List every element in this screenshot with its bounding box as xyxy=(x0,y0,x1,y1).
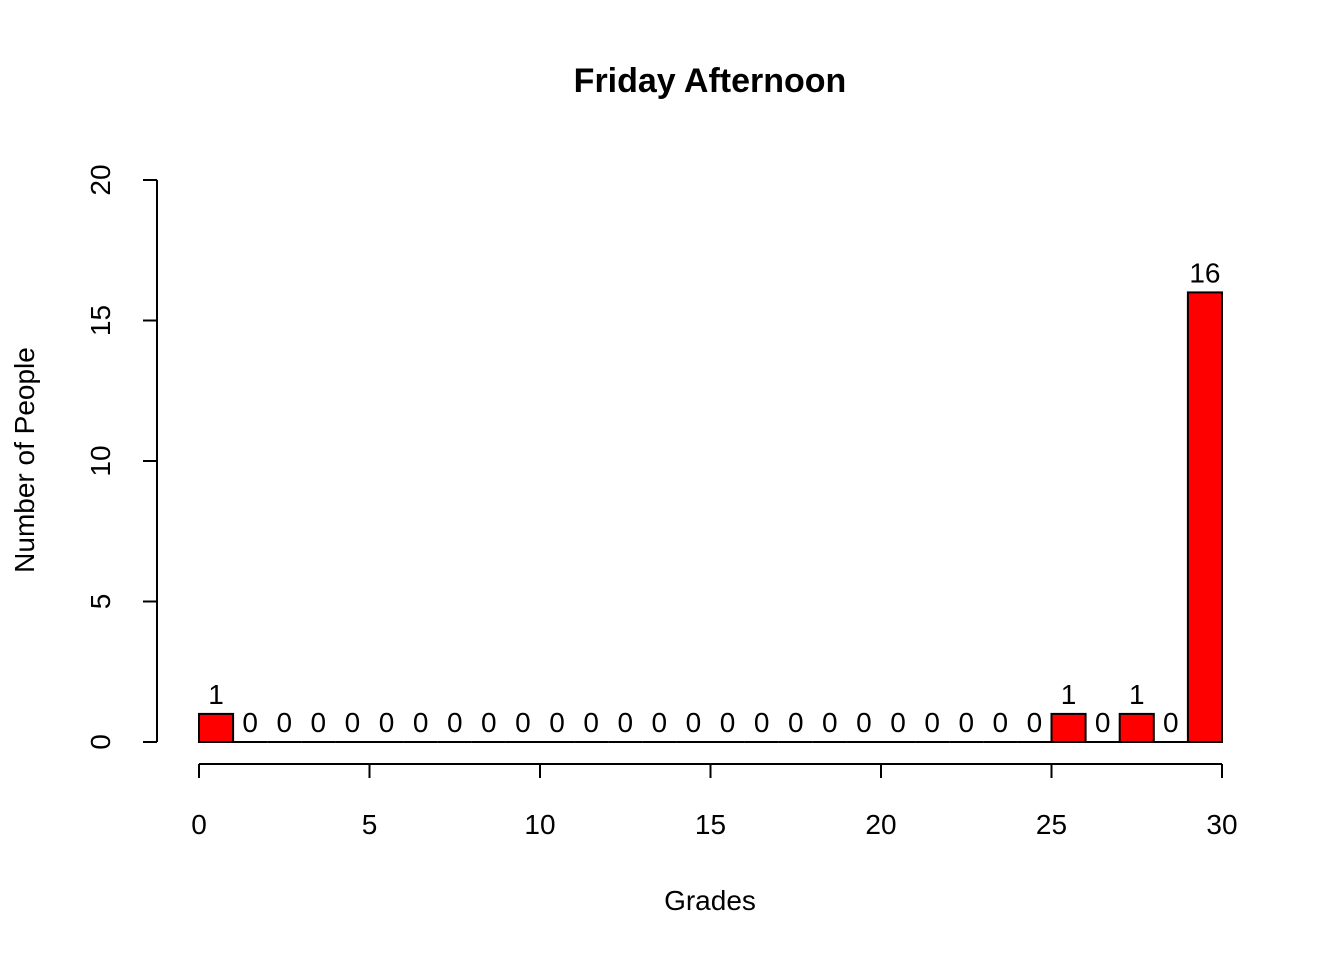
y-axis-label: Number of People xyxy=(9,347,40,573)
bar-label: 1 xyxy=(1061,679,1077,710)
x-tick-label: 20 xyxy=(865,809,896,840)
bar-label: 0 xyxy=(958,707,974,738)
x-tick-label: 30 xyxy=(1206,809,1237,840)
bars xyxy=(198,291,1224,744)
bar-label: 0 xyxy=(583,707,599,738)
bar-label: 0 xyxy=(720,707,736,738)
bar-label: 0 xyxy=(481,707,497,738)
x-tick-label: 5 xyxy=(362,809,378,840)
bar-label: 0 xyxy=(447,707,463,738)
bar-label: 1 xyxy=(1129,679,1145,710)
bar-label: 0 xyxy=(890,707,906,738)
bar-label: 0 xyxy=(515,707,531,738)
bar-label: 0 xyxy=(1095,707,1111,738)
bar-label: 0 xyxy=(379,707,395,738)
y-tick-label: 15 xyxy=(85,305,116,336)
bar-label: 0 xyxy=(788,707,804,738)
bar xyxy=(1118,712,1155,744)
y-tick-label: 0 xyxy=(85,734,116,750)
y-tick-label: 10 xyxy=(85,445,116,476)
bar-label: 1 xyxy=(208,679,224,710)
bar-label: 0 xyxy=(276,707,292,738)
bar-label: 0 xyxy=(617,707,633,738)
bar-label: 0 xyxy=(993,707,1009,738)
bar-label: 0 xyxy=(549,707,565,738)
bar xyxy=(1186,291,1224,743)
x-axis-label: Grades xyxy=(664,885,756,916)
y-axis: 0 5 10 15 20 xyxy=(85,164,158,750)
x-axis: 0 5 10 15 20 25 30 xyxy=(191,763,1238,840)
x-tick-label: 10 xyxy=(524,809,555,840)
bar-label: 0 xyxy=(413,707,429,738)
x-tick-label: 15 xyxy=(695,809,726,840)
chart-title: Friday Afternoon xyxy=(574,62,847,100)
bar-label: 16 xyxy=(1189,257,1220,288)
y-tick-label: 20 xyxy=(85,164,116,195)
bar-label: 0 xyxy=(1163,707,1179,738)
bar-label: 0 xyxy=(345,707,361,738)
bar-label: 0 xyxy=(924,707,940,738)
bar-label: 0 xyxy=(311,707,327,738)
y-tick-label: 5 xyxy=(85,594,116,610)
bar-label: 0 xyxy=(856,707,872,738)
bar-label: 0 xyxy=(686,707,702,738)
bar-label: 0 xyxy=(822,707,838,738)
bar-label: 0 xyxy=(652,707,668,738)
bar-label: 0 xyxy=(1027,707,1043,738)
x-tick-label: 25 xyxy=(1036,809,1067,840)
x-tick-label: 0 xyxy=(191,809,207,840)
bar-label: 0 xyxy=(242,707,258,738)
bar xyxy=(198,712,235,744)
bar xyxy=(1050,712,1087,744)
bar-label: 0 xyxy=(754,707,770,738)
